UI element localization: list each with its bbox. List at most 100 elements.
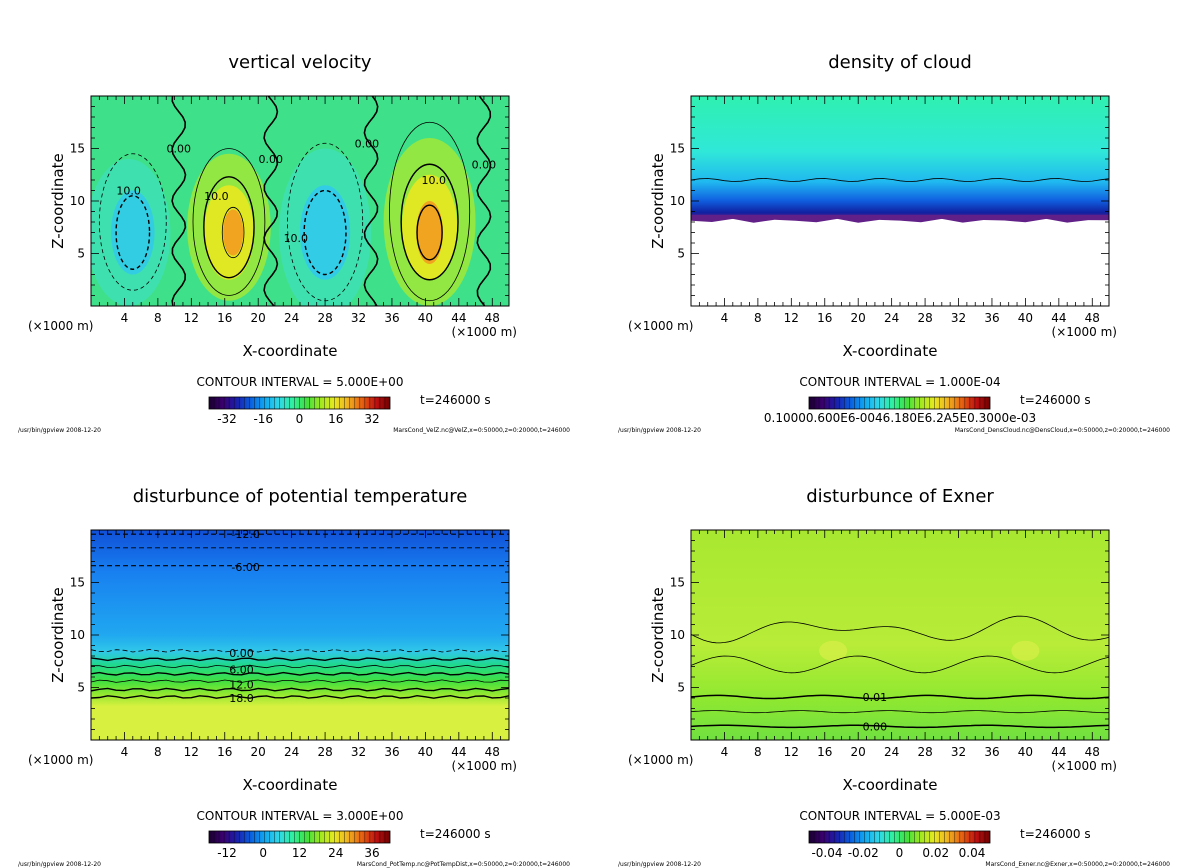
x-tick-label: 36 xyxy=(984,311,999,325)
footer-file: MarsCond_DensCloud.nc@DensCloud,x=0:5000… xyxy=(955,427,1170,434)
chart-title: disturbunce of Exner xyxy=(806,486,994,507)
contour-label: 0.00 xyxy=(472,158,497,171)
time-stamp: t=246000 s xyxy=(1020,827,1091,841)
x-unit-right: (×1000 m) xyxy=(452,325,517,339)
chart-title: vertical velocity xyxy=(228,52,372,73)
footer-file: MarsCond_Exner.nc@Exner,x=0:50000,z=0:20… xyxy=(985,861,1170,868)
contour-label: 0.00 xyxy=(355,137,380,150)
contour-label: 0.00 xyxy=(863,720,888,733)
plot-area: 0.00 10.0 10.0 0.00 10.0 0.00 10.0 0.00 xyxy=(91,96,509,306)
x-tick-label: 48 xyxy=(485,311,500,325)
y-tick-label: 10 xyxy=(670,628,685,642)
temperature-contour xyxy=(91,657,509,662)
y-axis-label: Z-coordinate xyxy=(649,587,667,682)
positive-contour xyxy=(221,206,245,259)
x-unit-right: (×1000 m) xyxy=(1052,759,1117,773)
x-tick-label: 12 xyxy=(784,311,799,325)
x-tick-label: 8 xyxy=(154,311,162,325)
x-tick-label: 32 xyxy=(351,745,366,759)
exner-maximum xyxy=(819,640,848,661)
x-axis-label: X-coordinate xyxy=(243,776,338,794)
x-tick-label: 20 xyxy=(251,745,266,759)
positive-contour xyxy=(203,176,255,279)
footer-program: /usr/bin/gpview 2008-12-20 xyxy=(18,427,101,434)
contour-label: 10.0 xyxy=(116,185,141,198)
x-tick-label: 24 xyxy=(284,311,299,325)
colorbar-tick-label: -16 xyxy=(253,412,273,426)
time-stamp: t=246000 s xyxy=(1020,393,1091,407)
positive-contour xyxy=(400,163,459,281)
cloud-base xyxy=(691,214,1109,223)
exner-contour xyxy=(691,694,1109,700)
positive-contour xyxy=(389,121,471,302)
colorbar-tick-label: 0 xyxy=(296,412,304,426)
footer-program: /usr/bin/gpview 2008-12-20 xyxy=(18,861,101,868)
y-tick-label: 10 xyxy=(670,194,685,208)
footer-program: /usr/bin/gpview 2008-12-20 xyxy=(618,861,701,868)
y-tick-label: 5 xyxy=(677,247,685,261)
contour-interval: CONTOUR INTERVAL = 1.000E-04 xyxy=(799,375,1000,389)
x-tick-label: 24 xyxy=(884,311,899,325)
x-unit-right: (×1000 m) xyxy=(1052,325,1117,339)
x-tick-label: 4 xyxy=(121,745,129,759)
x-tick-label: 8 xyxy=(754,745,762,759)
x-tick-label: 44 xyxy=(1051,311,1066,325)
x-tick-label: 48 xyxy=(485,745,500,759)
contour-label: 0.00 xyxy=(229,647,254,660)
x-tick-label: 12 xyxy=(184,311,199,325)
x-tick-label: 24 xyxy=(884,745,899,759)
footer-file: MarsCond_VelZ.nc@VelZ,x=0:50000,z=0:2000… xyxy=(393,427,570,434)
zero-contour xyxy=(476,96,492,306)
y-axis-label: Z-coordinate xyxy=(649,153,667,248)
chart-title: density of cloud xyxy=(828,52,972,73)
contour-label: -12.0 xyxy=(231,528,259,541)
time-stamp: t=246000 s xyxy=(420,393,491,407)
temperature-contour xyxy=(91,649,509,653)
colorbar-tick-label: 0 xyxy=(259,846,267,860)
downdraft-core xyxy=(300,185,351,280)
positive-contour xyxy=(416,204,443,261)
exner-contour xyxy=(691,615,1109,644)
contour-label: 10.0 xyxy=(204,190,229,203)
downdraft-core xyxy=(111,190,155,275)
contour-interval: CONTOUR INTERVAL = 5.000E+00 xyxy=(197,375,404,389)
footer-program: /usr/bin/gpview 2008-12-20 xyxy=(618,427,701,434)
x-tick-label: 4 xyxy=(721,745,729,759)
footer-file: MarsCond_PotTemp.nc@PotTempDist,x=0:5000… xyxy=(357,861,570,868)
colorbar-tick-label: 0.04 xyxy=(959,846,986,860)
exner-contour xyxy=(691,655,1109,674)
negative-contour xyxy=(115,195,151,270)
temperature-contour xyxy=(91,671,509,676)
zero-contour xyxy=(263,96,279,306)
colorbar-tick-label: 0.10000.600E6-0046.180E6.2A5E0.3000e-03 xyxy=(764,411,1036,425)
x-tick-label: 28 xyxy=(317,311,332,325)
colorbar-tick-label: 24 xyxy=(328,846,343,860)
x-tick-label: 32 xyxy=(951,745,966,759)
x-tick-label: 20 xyxy=(851,311,866,325)
x-tick-label: 32 xyxy=(351,311,366,325)
cloud-contour xyxy=(691,178,1109,183)
colorbar-tick-label: 0 xyxy=(896,846,904,860)
x-tick-label: 20 xyxy=(851,745,866,759)
y-tick-label: 15 xyxy=(670,576,685,590)
x-tick-label: 24 xyxy=(284,745,299,759)
contour-label: 0.00 xyxy=(258,153,283,166)
updraft-core xyxy=(223,209,244,256)
x-tick-label: 16 xyxy=(817,311,832,325)
cloud-layer xyxy=(691,96,1109,219)
x-tick-label: 36 xyxy=(984,745,999,759)
y-tick-label: 10 xyxy=(70,628,85,642)
x-tick-label: 12 xyxy=(184,745,199,759)
colorbar-tick-label: 36 xyxy=(364,846,379,860)
x-tick-label: 16 xyxy=(217,745,232,759)
x-unit-left: (×1000 m) xyxy=(628,753,693,767)
temperature-contour xyxy=(91,679,509,683)
colorbar-tick-label: 32 xyxy=(364,412,379,426)
x-tick-label: 40 xyxy=(1018,745,1033,759)
y-axis-label: Z-coordinate xyxy=(49,153,67,248)
x-tick-label: 20 xyxy=(251,311,266,325)
plot-area: 0.01 0.00 xyxy=(691,530,1109,740)
x-tick-label: 40 xyxy=(1018,311,1033,325)
